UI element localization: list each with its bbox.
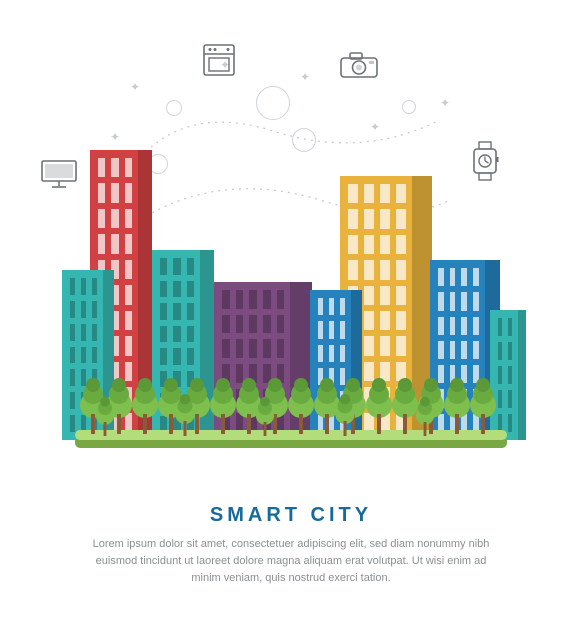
camera-icon — [336, 50, 382, 85]
infographic-canvas: ✦✦✦✦✦✦ SMART CITY Lorem ipsum dolor sit … — [0, 0, 582, 626]
building — [490, 310, 526, 440]
ground-shadow — [75, 440, 507, 448]
oven-icon — [196, 42, 242, 83]
city-skyline — [0, 100, 582, 440]
sparkle: ✦ — [130, 80, 140, 94]
ground — [75, 430, 507, 440]
title: SMART CITY — [0, 504, 582, 527]
sparkle: ✦ — [300, 70, 310, 84]
body-text: Lorem ipsum dolor sit amet, consectetuer… — [92, 536, 490, 587]
